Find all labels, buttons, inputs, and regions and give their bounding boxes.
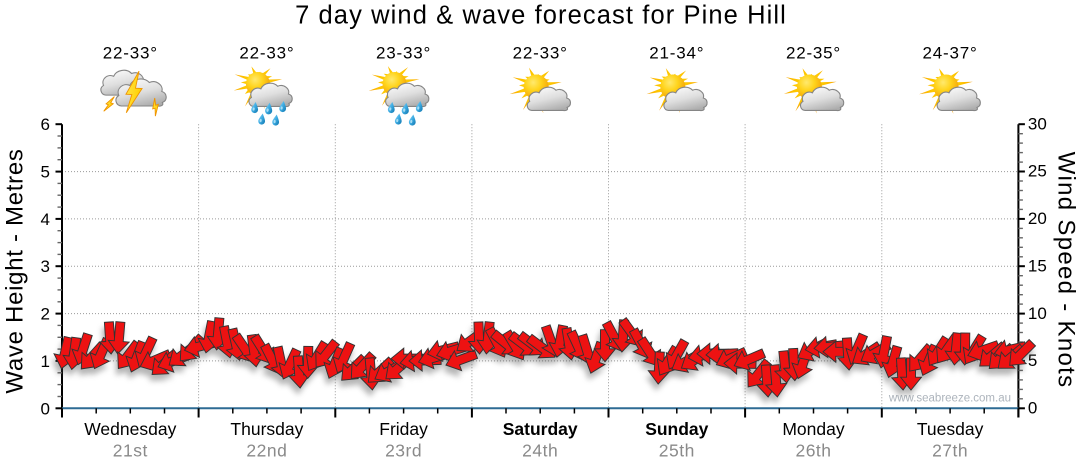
svg-text:www.seabreeze.com.au: www.seabreeze.com.au bbox=[888, 393, 1011, 405]
svg-text:Tuesday: Tuesday bbox=[917, 419, 984, 439]
svg-text:Monday: Monday bbox=[782, 419, 845, 439]
svg-text:22-33°: 22-33° bbox=[103, 44, 158, 63]
svg-text:6: 6 bbox=[41, 115, 50, 134]
svg-text:25: 25 bbox=[1028, 162, 1047, 181]
svg-text:Thursday: Thursday bbox=[230, 419, 303, 439]
svg-text:22-33°: 22-33° bbox=[513, 44, 568, 63]
svg-text:5: 5 bbox=[41, 163, 50, 182]
svg-text:22-35°: 22-35° bbox=[786, 44, 841, 63]
svg-text:Friday: Friday bbox=[379, 419, 428, 439]
svg-text:2: 2 bbox=[41, 305, 50, 324]
svg-text:Wednesday: Wednesday bbox=[84, 419, 176, 439]
svg-text:15: 15 bbox=[1028, 256, 1047, 275]
svg-text:25th: 25th bbox=[659, 440, 695, 460]
svg-text:Wind Speed - Knots: Wind Speed - Knots bbox=[1053, 152, 1080, 389]
svg-text:27th: 27th bbox=[932, 440, 968, 460]
svg-text:5: 5 bbox=[1028, 351, 1037, 370]
svg-text:23-33°: 23-33° bbox=[376, 44, 431, 63]
svg-text:26th: 26th bbox=[795, 440, 831, 460]
svg-text:22nd: 22nd bbox=[246, 440, 287, 460]
svg-text:10: 10 bbox=[1028, 304, 1047, 323]
svg-text:20: 20 bbox=[1028, 209, 1047, 228]
svg-text:4: 4 bbox=[41, 210, 50, 229]
svg-text:22-33°: 22-33° bbox=[239, 44, 294, 63]
svg-text:1: 1 bbox=[41, 352, 50, 371]
svg-text:0: 0 bbox=[41, 399, 50, 418]
svg-text:21-34°: 21-34° bbox=[649, 44, 704, 63]
svg-text:3: 3 bbox=[41, 257, 50, 276]
svg-text:0: 0 bbox=[1028, 399, 1037, 418]
svg-text:23rd: 23rd bbox=[385, 440, 422, 460]
svg-text:7 day wind & wave forecast for: 7 day wind & wave forecast for Pine Hill bbox=[295, 2, 787, 30]
svg-text:30: 30 bbox=[1028, 114, 1047, 133]
svg-text:Sunday: Sunday bbox=[645, 419, 708, 439]
svg-text:Wave Height - Metres: Wave Height - Metres bbox=[2, 148, 29, 393]
svg-text:21st: 21st bbox=[113, 440, 148, 460]
svg-text:24th: 24th bbox=[522, 440, 558, 460]
svg-text:Saturday: Saturday bbox=[503, 419, 578, 439]
svg-text:24-37°: 24-37° bbox=[923, 44, 978, 63]
